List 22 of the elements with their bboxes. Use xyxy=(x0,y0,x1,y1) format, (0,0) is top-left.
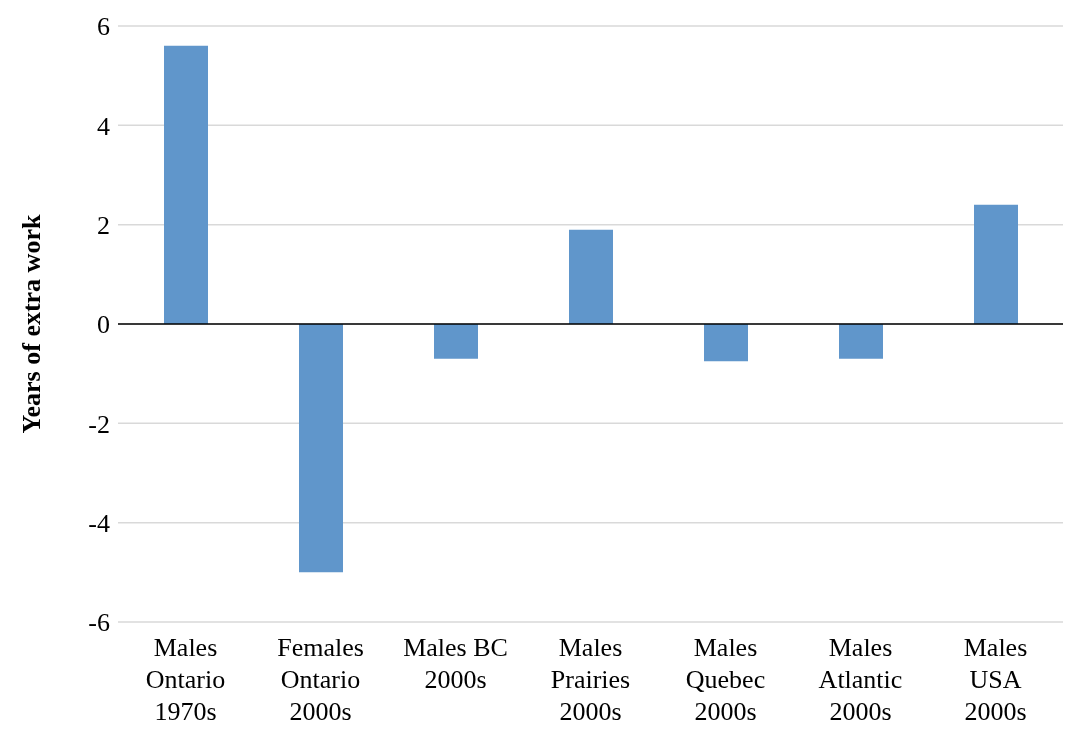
y-tick-label: 2 xyxy=(97,210,110,240)
x-tick-label: Males Ontario 1970s xyxy=(145,633,226,726)
x-tick-label: Females Ontario 2000s xyxy=(277,633,364,726)
bar xyxy=(299,324,343,573)
bar xyxy=(569,229,613,324)
bar xyxy=(164,45,208,324)
y-axis-title: Years of extra work xyxy=(17,214,47,434)
x-tick-label: Males Prairies 2000s xyxy=(550,633,631,726)
y-tick-label: 0 xyxy=(97,310,110,340)
y-tick-label: 4 xyxy=(97,111,110,141)
x-tick-label: Males BC 2000s xyxy=(403,633,508,694)
bar xyxy=(434,324,478,359)
bar xyxy=(974,204,1018,324)
y-tick-label: 6 xyxy=(97,12,110,42)
x-tick-label: Males Atlantic 2000s xyxy=(818,633,903,726)
y-tick-label: -6 xyxy=(88,608,110,638)
bar xyxy=(704,324,748,362)
x-tick-label: Males Quebec 2000s xyxy=(685,633,766,726)
x-tick-label: Males USA 2000s xyxy=(963,633,1028,726)
bar xyxy=(839,324,883,359)
y-tick-label: -4 xyxy=(88,508,110,538)
y-tick-label: -2 xyxy=(88,409,110,439)
